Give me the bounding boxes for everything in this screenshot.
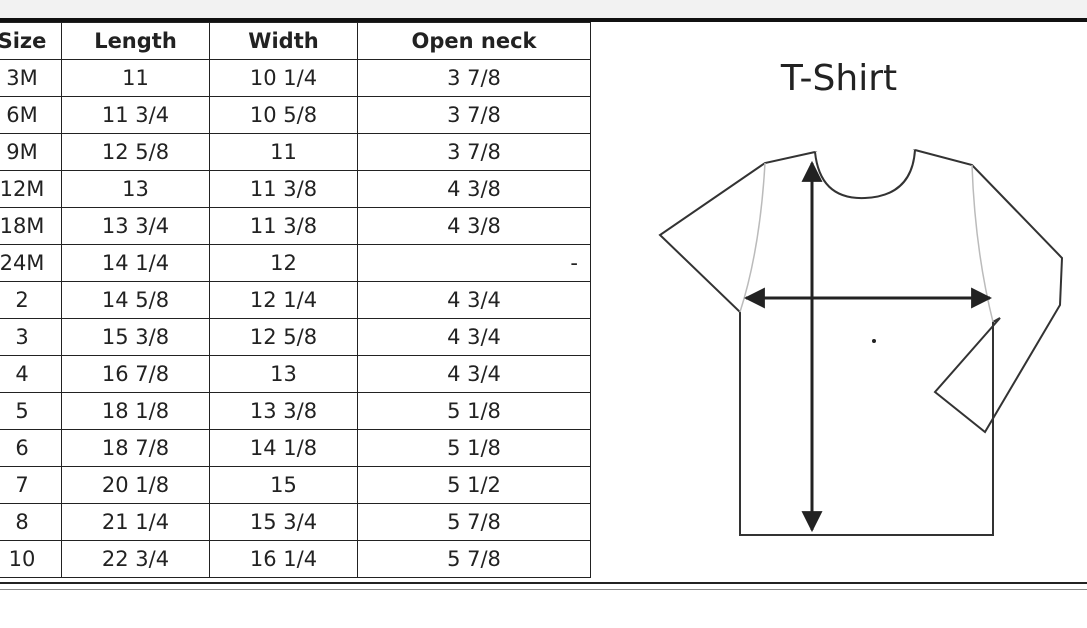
- table-cell: 24M: [0, 244, 62, 282]
- header-cell: Width: [209, 22, 358, 60]
- table-cell: 16 7/8: [61, 355, 210, 393]
- table-row: 10 22 3/4 16 1/4 5 7/8: [0, 540, 591, 578]
- table-cell: 14 1/4: [61, 244, 210, 282]
- table-cell: 5 7/8: [357, 540, 591, 578]
- header-cell: Length: [61, 22, 210, 60]
- top-rule: [0, 18, 1087, 22]
- top-band: [0, 0, 1087, 18]
- diagram-title: T-Shirt: [780, 58, 898, 99]
- table-cell: 13 3/4: [61, 207, 210, 245]
- table-cell: 12 5/8: [61, 133, 210, 171]
- table-cell: 8: [0, 503, 62, 541]
- table-row: 6 18 7/8 14 1/8 5 1/8: [0, 429, 591, 467]
- table-row: 24M 14 1/4 12-: [0, 244, 591, 282]
- table-cell: 12 5/8: [209, 318, 358, 356]
- table-cell: 7: [0, 466, 62, 504]
- table-cell: 21 1/4: [61, 503, 210, 541]
- table-cell: 4: [0, 355, 62, 393]
- table-cell: 18 1/8: [61, 392, 210, 430]
- table-cell: -: [357, 244, 591, 282]
- shirt-outline: [658, 149, 1064, 536]
- table-cell: 18 7/8: [61, 429, 210, 467]
- table-row: 12M 13 11 3/8 4 3/8: [0, 170, 591, 208]
- table-cell: 11 3/8: [209, 207, 358, 245]
- table-cell: 12 1/4: [209, 281, 358, 319]
- table-row: 6M 11 3/4 10 5/8 3 7/8: [0, 96, 591, 134]
- table-cell: 10 1/4: [209, 59, 358, 97]
- table-row: 5 18 1/8 13 3/8 5 1/8: [0, 392, 591, 430]
- bottom-rule: [0, 582, 1087, 584]
- table-row: 8 21 1/4 15 3/4 5 7/8: [0, 503, 591, 541]
- table-cell: 13: [209, 355, 358, 393]
- table-cell: 20 1/8: [61, 466, 210, 504]
- table-cell: 13: [61, 170, 210, 208]
- table-row: 2 14 5/8 12 1/4 4 3/4: [0, 281, 591, 319]
- table-cell: 5 1/8: [357, 392, 591, 430]
- header-cell: Size: [0, 22, 62, 60]
- size-table: Size Length Width Open neck 3M 11 10 1/4 3 7/8…: [0, 22, 591, 578]
- bottom-rule-thin: [0, 589, 1087, 590]
- table-row: 7 20 1/8 15 5 1/2: [0, 466, 591, 504]
- table-cell: 14 5/8: [61, 281, 210, 319]
- table-cell: 13 3/8: [209, 392, 358, 430]
- table-cell: 4 3/4: [357, 355, 591, 393]
- dot: [872, 339, 876, 343]
- table-cell: 2: [0, 281, 62, 319]
- table-cell: 6M: [0, 96, 62, 134]
- table-cell: 3 7/8: [357, 96, 591, 134]
- table-cell: 11 3/8: [209, 170, 358, 208]
- table-cell: 11 3/4: [61, 96, 210, 134]
- table-cell: 3M: [0, 59, 62, 97]
- table-row: 18M 13 3/4 11 3/8 4 3/8: [0, 207, 591, 245]
- table-cell: 16 1/4: [209, 540, 358, 578]
- table-cell: 10 5/8: [209, 96, 358, 134]
- table-cell: 10: [0, 540, 62, 578]
- table-cell: 3: [0, 318, 62, 356]
- table-cell: 14 1/8: [209, 429, 358, 467]
- table-cell: 22 3/4: [61, 540, 210, 578]
- table-cell: 9M: [0, 133, 62, 171]
- table-cell: 12: [209, 244, 358, 282]
- table-cell: 4 3/8: [357, 207, 591, 245]
- table-cell: 3 7/8: [357, 133, 591, 171]
- table-cell: 15: [209, 466, 358, 504]
- table-cell: 15 3/8: [61, 318, 210, 356]
- table-row: 4 16 7/8 13 4 3/4: [0, 355, 591, 393]
- table-cell: 5: [0, 392, 62, 430]
- table-row: 9M 12 5/8 11 3 7/8: [0, 133, 591, 171]
- table-cell: 12M: [0, 170, 62, 208]
- table-cell: 5 1/8: [357, 429, 591, 467]
